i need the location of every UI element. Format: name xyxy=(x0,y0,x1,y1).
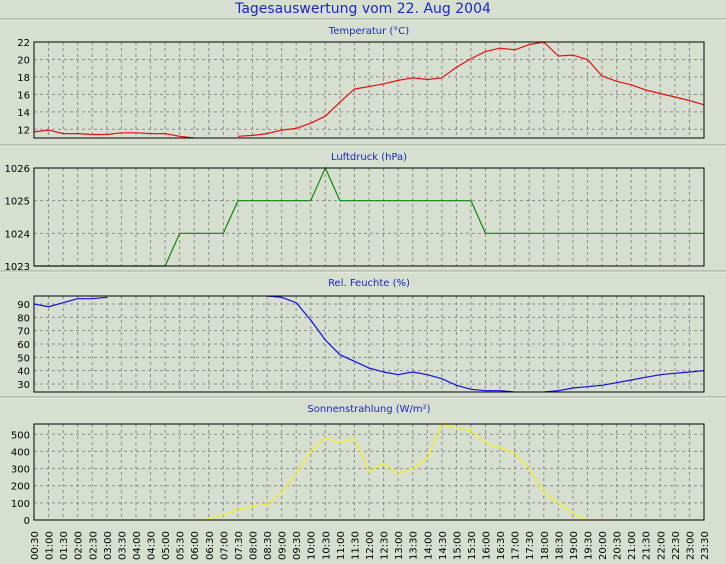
y-tick-label: 30 xyxy=(17,380,30,391)
x-tick-label: 18:30 xyxy=(554,531,565,560)
plot-frame xyxy=(33,295,705,393)
x-tick-label: 06:00 xyxy=(190,531,201,560)
x-tick-label: 14:30 xyxy=(438,531,449,560)
y-tick-label: 40 xyxy=(17,367,30,378)
x-tick-label: 13:30 xyxy=(409,531,420,560)
y-tick-label: 1026 xyxy=(5,164,30,175)
x-tick-label: 23:00 xyxy=(685,531,696,560)
x-tick-label: 16:00 xyxy=(482,531,493,560)
y-tick-label: 60 xyxy=(17,340,30,351)
x-tick-label: 08:30 xyxy=(263,531,274,560)
x-tick-label: 19:30 xyxy=(583,531,594,560)
y-tick-label: 0 xyxy=(24,516,30,527)
radiation-chart: Sonnenstrahlung (W/m²) 0 100 200 300 400 500 xyxy=(0,396,726,527)
y-tick-label: 70 xyxy=(17,327,30,338)
y-tick-label: 1023 xyxy=(5,262,30,273)
x-tick-label: 17:30 xyxy=(525,531,536,560)
x-tick-label: 11:30 xyxy=(350,531,361,560)
x-tick-label: 15:30 xyxy=(467,531,478,560)
x-tick-label: 20:30 xyxy=(613,531,624,560)
pressure-series-line xyxy=(34,166,704,267)
radiation-series-line xyxy=(194,423,602,521)
x-tick-label: 08:00 xyxy=(248,531,259,560)
x-tick-label: 10:00 xyxy=(307,531,318,560)
y-tick-label: 500 xyxy=(11,430,30,441)
y-tick-label: 16 xyxy=(17,90,30,101)
plot-frame xyxy=(33,41,705,139)
humidity-chart: Rel. Feuchte (%) 30 40 50 60 70 80 90 xyxy=(0,270,726,393)
y-tick-label: 400 xyxy=(11,447,30,458)
x-tick-label: 04:00 xyxy=(132,531,143,560)
x-tick-label: 05:00 xyxy=(161,531,172,560)
x-tick-label: 21:00 xyxy=(627,531,638,560)
x-tick-label: 02:30 xyxy=(88,531,99,560)
x-tick-label: 09:30 xyxy=(292,531,303,560)
x-tick-label: 06:30 xyxy=(205,531,216,560)
x-tick-label: 00:30 xyxy=(30,531,41,560)
x-tick-label: 23:30 xyxy=(700,531,711,560)
x-tick-label: 04:30 xyxy=(147,531,158,560)
x-tick-label: 10:30 xyxy=(321,531,332,560)
plot-frame xyxy=(33,167,705,267)
y-tick-label: 300 xyxy=(11,465,30,476)
x-tick-label: 19:00 xyxy=(569,531,580,560)
temperature-chart-title: Temperatur (°C) xyxy=(328,26,409,37)
y-tick-label: 1024 xyxy=(5,229,30,240)
y-tick-label: 18 xyxy=(17,73,30,84)
x-tick-label: 01:00 xyxy=(45,531,56,560)
y-tick-label: 90 xyxy=(17,300,30,311)
y-tick-label: 200 xyxy=(11,482,30,493)
x-tick-label: 22:00 xyxy=(656,531,667,560)
x-tick-label: 14:00 xyxy=(423,531,434,560)
temperature-series-line xyxy=(33,129,195,139)
x-tick-label: 13:00 xyxy=(394,531,405,560)
x-tick-label: 12:30 xyxy=(380,531,391,560)
x-tick-label: 22:30 xyxy=(671,531,682,560)
x-tick-label: 07:30 xyxy=(234,531,245,560)
x-tick-label: 07:00 xyxy=(219,531,230,560)
x-tick-label: 03:30 xyxy=(117,531,128,560)
humidity-chart-title: Rel. Feuchte (%) xyxy=(328,278,410,289)
y-tick-label: 14 xyxy=(17,108,30,119)
x-tick-label: 01:30 xyxy=(59,531,70,560)
humidity-series-line xyxy=(266,295,515,393)
y-tick-label: 12 xyxy=(17,125,30,136)
y-tick-label: 50 xyxy=(17,353,30,364)
humidity-series-line xyxy=(33,296,107,308)
x-tick-label: 20:00 xyxy=(598,531,609,560)
plot-frame xyxy=(33,423,705,521)
y-tick-label: 1025 xyxy=(5,197,30,208)
x-tick-label: 15:00 xyxy=(452,531,463,560)
x-tick-label: 02:00 xyxy=(74,531,85,560)
y-tick-label: 80 xyxy=(17,313,30,324)
y-tick-label: 20 xyxy=(17,55,30,66)
humidity-series-line xyxy=(543,370,705,393)
x-tick-label: 21:30 xyxy=(642,531,653,560)
x-tick-label: 05:30 xyxy=(176,531,187,560)
x-tick-label: 17:00 xyxy=(511,531,522,560)
y-tick-label: 22 xyxy=(17,38,30,49)
temperature-chart: Temperatur (°C) 12 14 16 18 20 22 xyxy=(0,18,726,139)
x-tick-label: 12:00 xyxy=(365,531,376,560)
x-tick-label: 16:30 xyxy=(496,531,507,560)
page-title: Tagesauswertung vom 22. Aug 2004 xyxy=(235,1,491,17)
pressure-chart: Luftdruck (hPa) 1023 1024 1025 1026 xyxy=(0,144,726,273)
temperature-series-line xyxy=(237,41,705,137)
y-tick-label: 100 xyxy=(11,499,30,510)
radiation-chart-title: Sonnenstrahlung (W/m²) xyxy=(307,404,430,415)
x-tick-label: 11:00 xyxy=(336,531,347,560)
x-tick-label: 03:00 xyxy=(103,531,114,560)
x-tick-label: 09:00 xyxy=(278,531,289,560)
pressure-chart-title: Luftdruck (hPa) xyxy=(331,152,407,163)
x-tick-label: 18:00 xyxy=(540,531,551,560)
